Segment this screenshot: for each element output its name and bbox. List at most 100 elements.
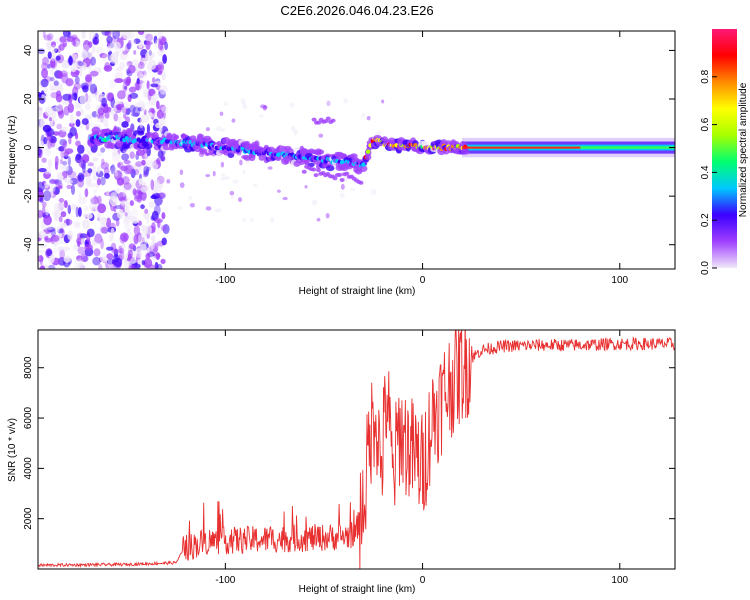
snr-line [38,330,675,569]
spectrogram-cell [128,243,136,250]
spectrogram-cell [84,175,94,185]
spectrogram-cell [101,158,105,165]
spectrogram-cell [212,170,216,177]
spectrogram-cell [59,222,68,228]
snr-y-axis-label: SNR (10 * v/v) [7,418,18,482]
spectrogram-cell [55,93,63,103]
spectrogram-cell [67,31,72,38]
spectrogram-frame [37,30,676,270]
spectrogram-cell [54,209,61,218]
spectrogram-cell [62,31,71,38]
spectrogram-cell [38,106,43,117]
spectrogram-cell [137,61,145,70]
spectrogram-cell [46,33,54,41]
spectrogram-cell [242,169,246,175]
spectrogram-cell [92,256,101,266]
spectrogram-cell [311,167,317,172]
spectrogram-cell [141,104,146,113]
snr-plot-area [38,330,675,569]
y-tick-label: 20 [23,93,34,105]
spectrogram-cell [146,166,151,171]
x-tick-label: 0 [420,575,426,586]
spectrogram-cell [220,173,226,177]
spectrogram-cell [67,170,77,179]
spectrogram-cell [77,144,85,155]
spectrogram-cell [59,248,65,260]
spectrogram-cell [118,245,123,254]
spectrogram-marks [38,31,675,269]
spectrogram-cell [106,246,114,251]
spectrogram-cell [94,233,103,244]
spectrogram-cell [166,132,173,141]
spectrogram-cell [50,248,59,255]
spectrogram-cell [156,64,163,70]
spectrogram-cell [361,162,366,167]
spectrogram-cell [238,197,243,203]
spectrogram-cell [122,31,132,40]
snr-x-axis-label: Height of straight line (km) [299,584,416,595]
spectrogram-cell [47,51,52,60]
spectrogram-cell [50,138,56,148]
y-tick-label: 2000 [23,507,34,530]
spectrogram-cell [249,217,254,223]
spectrogram-cell [161,106,169,114]
spectrogram-cell [131,178,140,189]
spectrogram-cell [96,212,102,219]
spectrogram-cell [242,105,248,110]
spectrogram-cell [53,48,59,53]
spectrogram-cell [103,65,113,72]
spectrogram-cell [70,203,78,211]
spectrogram-cell [219,111,224,116]
spectrogram-cell [100,161,110,170]
spectrogram-cell [38,190,45,199]
spectrogram-cell [142,70,147,76]
spectrogram-cell [121,106,127,115]
spectrogram-x-axis-label: Height of straight line (km) [299,286,416,297]
spectrogram-cell [40,118,45,128]
spectrogram-cell [77,207,82,217]
spectrogram-cell [132,106,141,118]
spectrogram-cell [146,247,151,254]
spectrogram-cell [74,221,81,228]
spectrogram-cell [119,233,126,244]
y-tick-label: 4000 [23,457,34,480]
spectrogram-cell [145,253,151,260]
x-tick-label: 100 [611,275,628,286]
spectrogram-cell [313,173,319,178]
spectrogram-cell [75,110,81,117]
spectrogram-cell [102,252,107,262]
spectrogram-cell [38,48,46,55]
spectrogram-cell [113,102,118,113]
spectrogram-cell [78,191,82,200]
spectrogram-cell [127,39,132,46]
spectrogram-cell [73,82,82,90]
spectrogram-cell [179,182,185,188]
spectrogram-cell [63,151,70,156]
spectrogram-cell [67,230,74,241]
spectrogram-cell [119,247,125,254]
spectrogram-cell [61,61,70,69]
spectrogram-cell [58,109,65,119]
spectrogram-cell [107,258,115,265]
spectrogram-cell [41,206,46,217]
spectrogram-cell [150,235,156,241]
spectrogram-cell [112,31,120,40]
spectrogram-cell [144,208,149,214]
y-tick-label: 8000 [23,356,34,379]
spectrogram-cell [120,200,126,206]
spectrogram-cell [85,177,92,187]
spectrogram-cell [86,228,95,238]
spectrogram-cell [155,228,162,235]
spectrogram-cell [143,165,150,176]
spectrogram-cell [147,91,152,101]
spectrogram-cell [135,161,143,167]
spectrogram-cell [148,201,155,209]
spectrogram-cell [38,249,45,254]
spectrogram-cell [114,204,123,210]
spectrogram-cell [96,46,104,56]
spectrogram-cell [164,41,169,51]
spectrogram-cell [137,258,143,265]
spectrogram-cell [110,166,118,174]
spectrogram-cell [38,255,44,263]
spectrogram-cell [136,149,145,156]
